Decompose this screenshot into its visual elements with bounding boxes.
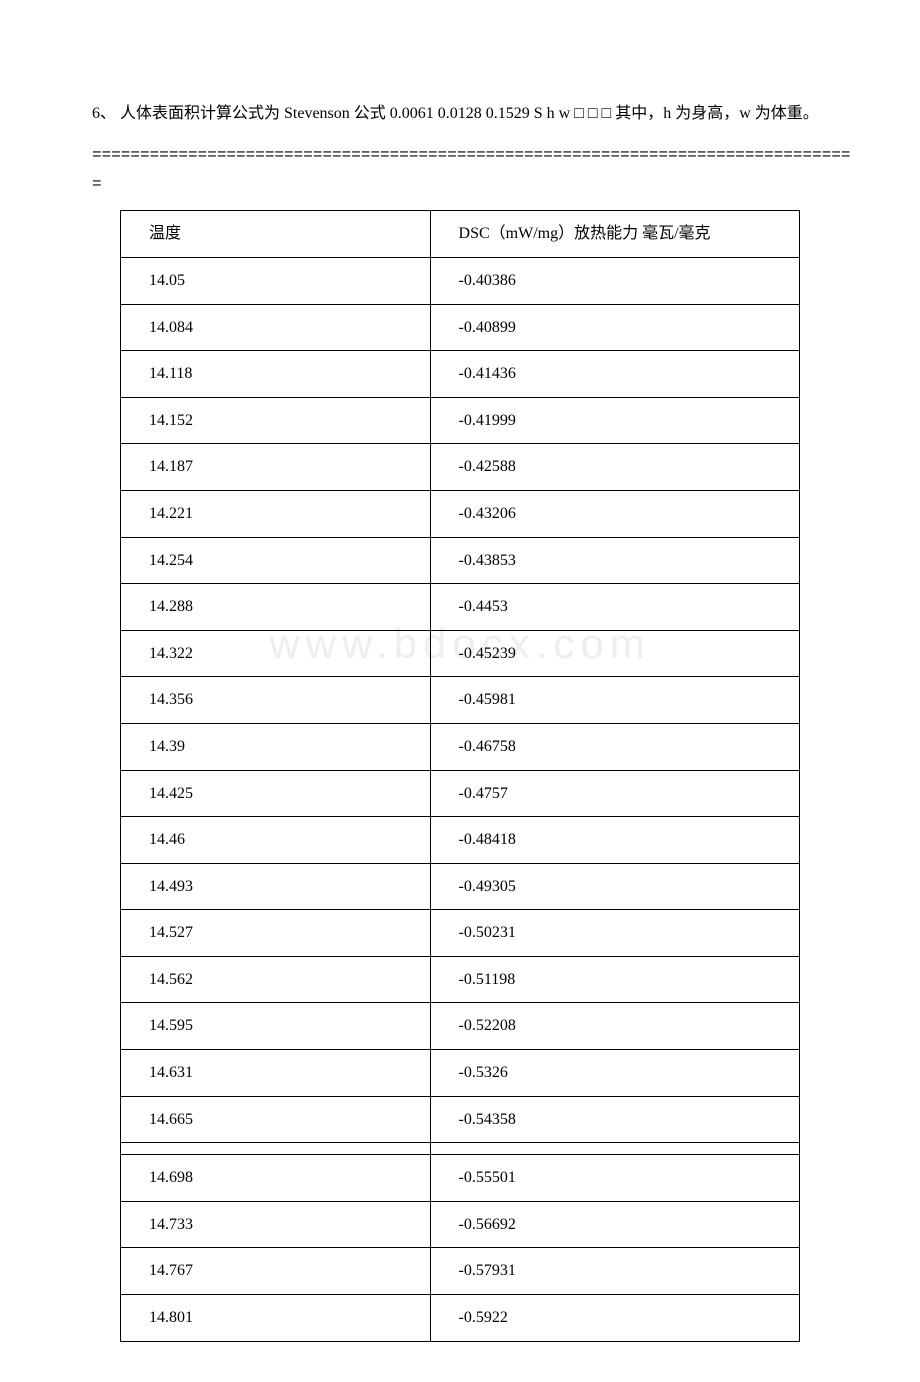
table-cell: 14.595 <box>121 1003 431 1050</box>
table-cell: -0.57931 <box>430 1248 799 1295</box>
table-cell: -0.56692 <box>430 1201 799 1248</box>
table-row: 14.562-0.51198 <box>121 956 800 1003</box>
table-cell: -0.40386 <box>430 257 799 304</box>
table-row: 14.698-0.55501 <box>121 1155 800 1202</box>
table-row: 14.425-0.4757 <box>121 770 800 817</box>
table-cell: 14.322 <box>121 630 431 677</box>
table-row: 14.356-0.45981 <box>121 677 800 724</box>
table-cell: -0.43853 <box>430 537 799 584</box>
table-cell: -0.49305 <box>430 863 799 910</box>
table-cell: -0.41436 <box>430 351 799 398</box>
table-cell: -0.45239 <box>430 630 799 677</box>
table-row: 14.152-0.41999 <box>121 397 800 444</box>
table-cell: 14.631 <box>121 1050 431 1097</box>
table-cell: 14.493 <box>121 863 431 910</box>
table-cell: -0.41999 <box>430 397 799 444</box>
table-header-row: 温度DSC（mW/mg）放热能力 毫瓦/毫克 <box>121 211 800 258</box>
table-cell: 14.527 <box>121 910 431 957</box>
table-row: 14.767-0.57931 <box>121 1248 800 1295</box>
table-cell: 14.152 <box>121 397 431 444</box>
table-cell: -0.52208 <box>430 1003 799 1050</box>
table-row: 14.288-0.4453 <box>121 584 800 631</box>
table-row: 14.187-0.42588 <box>121 444 800 491</box>
table-cell: 14.767 <box>121 1248 431 1295</box>
table-cell: -0.4453 <box>430 584 799 631</box>
table-cell: 14.46 <box>121 817 431 864</box>
table-row: 14.39-0.46758 <box>121 723 800 770</box>
table-cell: -0.4757 <box>430 770 799 817</box>
table-cell: -0.51198 <box>430 956 799 1003</box>
divider-line: ========================================… <box>92 141 860 199</box>
table-cell: -0.43206 <box>430 490 799 537</box>
table-cell: 14.39 <box>121 723 431 770</box>
table-row: 14.493-0.49305 <box>121 863 800 910</box>
table-cell: 14.733 <box>121 1201 431 1248</box>
table-header-cell: 温度 <box>121 211 431 258</box>
table-cell: -0.50231 <box>430 910 799 957</box>
table-cell: 14.562 <box>121 956 431 1003</box>
table-cell: 14.084 <box>121 304 431 351</box>
table-cell <box>430 1143 799 1155</box>
data-table: 温度DSC（mW/mg）放热能力 毫瓦/毫克14.05-0.4038614.08… <box>120 210 800 1341</box>
table-cell: -0.40899 <box>430 304 799 351</box>
table-row: 14.631-0.5326 <box>121 1050 800 1097</box>
table-cell: 14.187 <box>121 444 431 491</box>
table-cell <box>121 1143 431 1155</box>
table-cell: 14.288 <box>121 584 431 631</box>
table-cell: -0.5326 <box>430 1050 799 1097</box>
table-cell: 14.254 <box>121 537 431 584</box>
table-cell: 14.665 <box>121 1096 431 1143</box>
table-cell: 14.698 <box>121 1155 431 1202</box>
table-row: 14.322-0.45239 <box>121 630 800 677</box>
table-row: 14.46-0.48418 <box>121 817 800 864</box>
table-cell: -0.48418 <box>430 817 799 864</box>
table-cell: 14.221 <box>121 490 431 537</box>
table-spacer-row <box>121 1143 800 1155</box>
table-row: 14.665-0.54358 <box>121 1096 800 1143</box>
table-row: 14.733-0.56692 <box>121 1201 800 1248</box>
table-row: 14.595-0.52208 <box>121 1003 800 1050</box>
table-cell: -0.54358 <box>430 1096 799 1143</box>
table-row: 14.527-0.50231 <box>121 910 800 957</box>
table-row: 14.084-0.40899 <box>121 304 800 351</box>
table-cell: -0.55501 <box>430 1155 799 1202</box>
table-row: 14.221-0.43206 <box>121 490 800 537</box>
table-row: 14.254-0.43853 <box>121 537 800 584</box>
body-paragraph: 6、 人体表面积计算公式为 Stevenson 公式 0.0061 0.0128… <box>60 100 860 129</box>
table-cell: -0.45981 <box>430 677 799 724</box>
table-row: 14.05-0.40386 <box>121 257 800 304</box>
table-cell: -0.42588 <box>430 444 799 491</box>
table-row: 14.118-0.41436 <box>121 351 800 398</box>
table-cell: -0.46758 <box>430 723 799 770</box>
table-cell: 14.356 <box>121 677 431 724</box>
table-cell: 14.05 <box>121 257 431 304</box>
table-cell: 14.118 <box>121 351 431 398</box>
table-header-cell: DSC（mW/mg）放热能力 毫瓦/毫克 <box>430 211 799 258</box>
table-cell: 14.425 <box>121 770 431 817</box>
